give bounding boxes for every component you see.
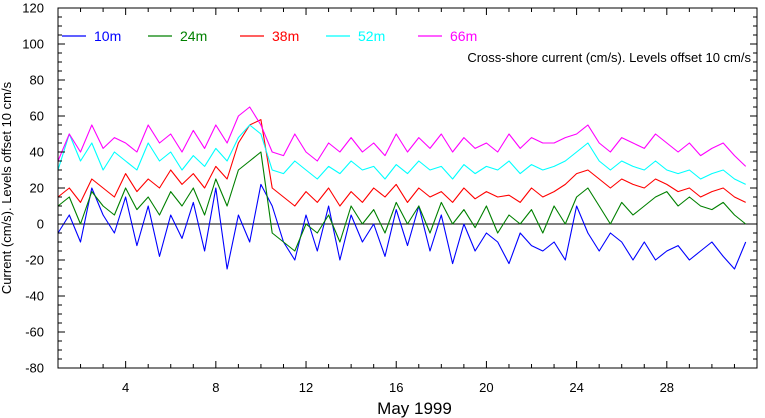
y-tick-label: -40 — [25, 289, 44, 304]
legend-label-38m: 38m — [272, 28, 299, 44]
series-line-38m — [57, 119, 746, 207]
y-tick-label: -60 — [25, 325, 44, 340]
x-axis-label: May 1999 — [377, 399, 452, 418]
y-tick-label: -20 — [25, 253, 44, 268]
legend-label-10m: 10m — [94, 28, 121, 44]
x-tick-label: 20 — [479, 380, 493, 395]
chart-annotation: Cross-shore current (cm/s). Levels offse… — [467, 50, 751, 65]
series-line-52m — [57, 124, 746, 185]
series-line-24m — [57, 151, 747, 252]
x-tick-label: 16 — [389, 380, 403, 395]
series-line-66m — [57, 106, 747, 167]
y-tick-label: 60 — [30, 109, 44, 124]
legend-label-66m: 66m — [450, 28, 477, 44]
y-tick-label: 100 — [22, 37, 44, 52]
y-tick-label: -80 — [25, 361, 44, 376]
x-tick-label: 8 — [212, 380, 219, 395]
x-tick-label: 12 — [299, 380, 313, 395]
x-axis-ticks: 4 8 12 16 20 24 28 — [57, 8, 758, 395]
y-tick-label: 0 — [37, 217, 44, 232]
y-tick-label: 80 — [30, 73, 44, 88]
y-tick-label: 120 — [22, 1, 44, 16]
y-tick-label: 20 — [30, 181, 44, 196]
legend: 10m 24m 38m 52m 66m — [62, 28, 477, 44]
legend-label-52m: 52m — [358, 28, 385, 44]
x-tick-label: 28 — [660, 380, 674, 395]
y-tick-label: 40 — [30, 145, 44, 160]
y-axis-ticks: -80 -60 -40 -20 0 20 40 60 80 100 120 — [22, 1, 757, 376]
y-axis-label: Current (cm/s). Levels offset 10 cm/s — [0, 81, 14, 294]
x-tick-label: 4 — [122, 380, 129, 395]
x-tick-label: 24 — [569, 380, 583, 395]
series-line-10m — [57, 183, 747, 270]
series-group — [57, 106, 747, 270]
legend-label-24m: 24m — [180, 28, 207, 44]
